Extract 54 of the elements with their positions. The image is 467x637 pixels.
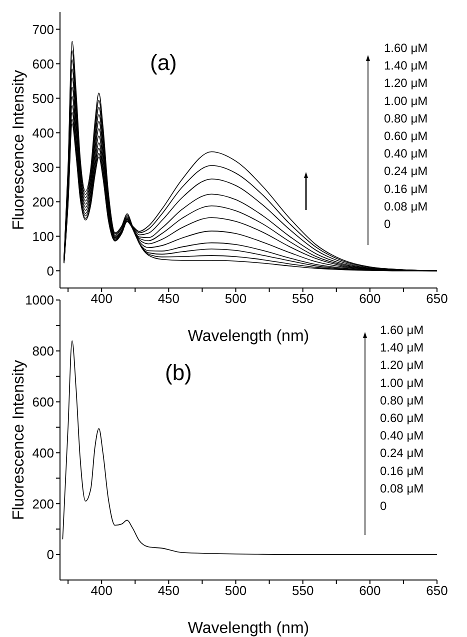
x-tick-label: 500 — [224, 583, 247, 598]
y-axis-title: Fluorescence Intensity — [10, 70, 28, 230]
annotation: 0.40 μM — [380, 428, 424, 443]
y-tick-label: 1000 — [25, 292, 54, 308]
annotation: 1.20 μM — [380, 358, 424, 372]
annotation: 0.40 μM — [384, 146, 428, 161]
x-tick-label: 550 — [292, 291, 314, 306]
y-tick-label: 500 — [32, 90, 54, 106]
y-tick-label: 200 — [32, 194, 54, 210]
y-tick-label: 200 — [32, 496, 54, 512]
annotation: 1.40 μM — [380, 340, 424, 355]
annotation: 0.80 μM — [380, 393, 424, 408]
annotation: 1.20 μM — [384, 76, 428, 90]
y-tick-label: 0 — [46, 263, 54, 278]
y-tick-label: 700 — [32, 22, 54, 37]
annotation: (b) — [165, 360, 192, 385]
annotation: 0.24 μM — [380, 446, 424, 460]
annotation: 0 — [384, 217, 391, 231]
annotation: 1.00 μM — [380, 376, 424, 390]
x-tick-label: 650 — [426, 583, 448, 598]
x-tick-label: 500 — [224, 291, 247, 306]
y-tick-label: 0 — [46, 547, 54, 562]
y-tick-label: 100 — [32, 228, 54, 244]
x-tick-label: 450 — [158, 291, 180, 306]
y-tick-label: 600 — [32, 394, 54, 410]
x-tick-label: 550 — [292, 583, 314, 598]
y-tick-label: 600 — [32, 56, 54, 72]
x-tick-label: 600 — [359, 291, 381, 306]
y-axis-title: Fluorescence Intensity — [10, 360, 28, 520]
x-tick-label: 650 — [426, 291, 448, 306]
x-tick-label: 450 — [158, 583, 180, 598]
x-tick-label: 400 — [90, 583, 112, 598]
y-tick-label: 400 — [32, 125, 54, 140]
y-tick-label: 300 — [32, 160, 54, 175]
annotation: 0.08 μM — [384, 199, 428, 214]
x-tick-label: 600 — [359, 583, 381, 598]
annotation: 1.60 μM — [380, 323, 424, 337]
x-axis-title: Wavelength (nm) — [188, 328, 310, 345]
annotation: 0.16 μM — [384, 182, 428, 196]
annotation: 1.60 μM — [384, 41, 428, 55]
x-tick-label: 400 — [90, 291, 112, 306]
annotation: 0.80 μM — [384, 111, 428, 126]
annotation: 0.16 μM — [380, 464, 424, 478]
y-tick-label: 400 — [32, 445, 54, 460]
annotation: 0 — [380, 499, 387, 513]
y-tick-label: 800 — [32, 344, 54, 359]
annotation: 0.24 μM — [384, 164, 428, 178]
annotation: 1.00 μM — [384, 94, 428, 108]
annotation: 0.08 μM — [380, 481, 424, 496]
x-axis-title: Wavelength (nm) — [188, 620, 310, 637]
annotation: 1.40 μM — [384, 58, 428, 73]
annotation: 0.60 μM — [380, 411, 424, 425]
annotation: 0.60 μM — [384, 129, 428, 143]
annotation: (a) — [150, 50, 177, 75]
